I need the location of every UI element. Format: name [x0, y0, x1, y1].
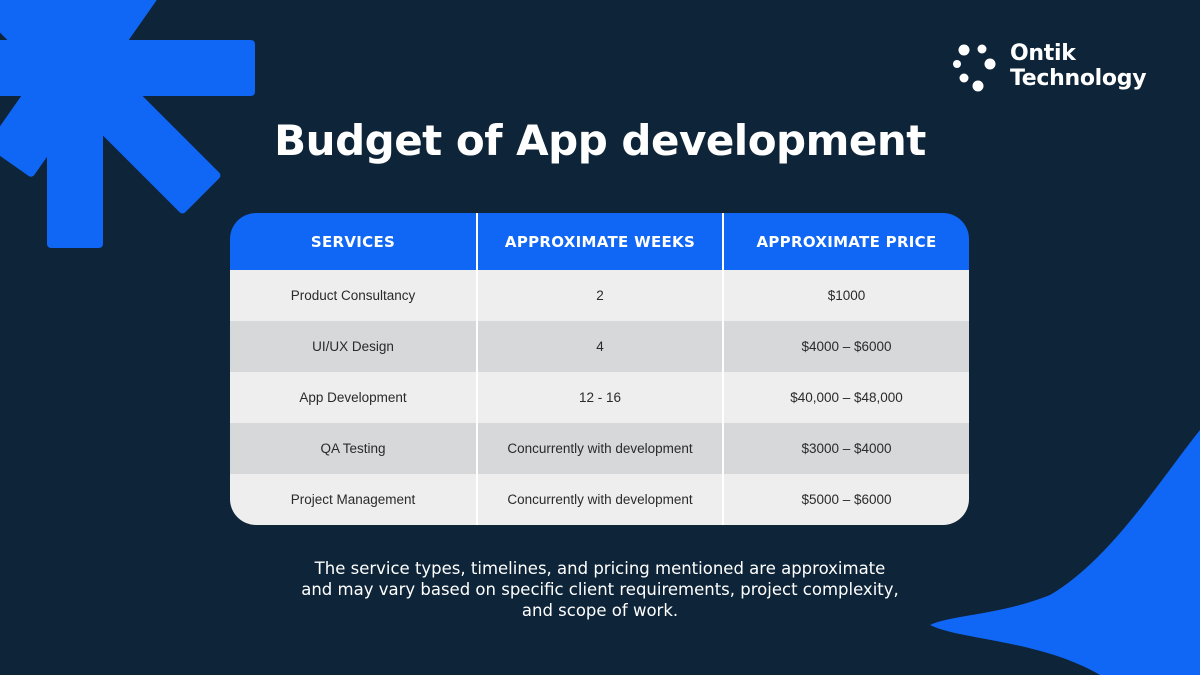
table-row: Project Management Concurrently with dev…	[230, 474, 969, 525]
weeks-cell: 12 - 16	[476, 372, 722, 423]
weeks-cell: Concurrently with development	[476, 423, 722, 474]
header-weeks: APPROXIMATE WEEKS	[476, 213, 722, 270]
price-cell: $1000	[722, 270, 969, 321]
table-header-row: SERVICES APPROXIMATE WEEKS APPROXIMATE P…	[230, 213, 969, 270]
service-cell: Product Consultancy	[290, 288, 416, 303]
price-cell: $40,000 – $48,000	[722, 372, 969, 423]
service-cell: Project Management	[290, 492, 416, 507]
header-services: SERVICES	[310, 232, 396, 251]
table-row: UI/UX Design 4 $4000 – $6000	[230, 321, 969, 372]
disclaimer-line: The service types, timelines, and pricin…	[314, 559, 886, 578]
brand-name-line1: Ontik	[1010, 41, 1076, 66]
brand-name: Ontik Technology	[1010, 41, 1147, 91]
weeks-cell: 2	[476, 270, 722, 321]
weeks-cell: 4	[476, 321, 722, 372]
price-cell: $5000 – $6000	[722, 474, 969, 525]
disclaimer-note: The service types, timelines, and pricin…	[240, 558, 960, 621]
table-row: Product Consultancy 2 $1000	[230, 270, 969, 321]
budget-table: SERVICES APPROXIMATE WEEKS APPROXIMATE P…	[230, 213, 969, 525]
brand-logo: Ontik Technology	[952, 40, 1147, 92]
service-cell: QA Testing	[320, 441, 386, 456]
page-title: Budget of App development	[274, 116, 926, 165]
header-price: APPROXIMATE PRICE	[722, 213, 969, 270]
dots-logo-icon	[953, 44, 996, 92]
brand-name-line2: Technology	[1010, 66, 1147, 91]
price-cell: $3000 – $4000	[722, 423, 969, 474]
corner-wave-shape	[930, 430, 1200, 675]
table-row: App Development 12 - 16 $40,000 – $48,00…	[230, 372, 969, 423]
service-cell: App Development	[299, 390, 407, 405]
service-cell: UI/UX Design	[312, 339, 394, 354]
disclaimer-line: and may vary based on specific client re…	[301, 580, 899, 599]
price-cell: $4000 – $6000	[722, 321, 969, 372]
table-row: QA Testing Concurrently with development…	[230, 423, 969, 474]
asterisk-shape	[0, 0, 255, 248]
disclaimer-line: and scope of work.	[521, 601, 679, 620]
weeks-cell: Concurrently with development	[476, 474, 722, 525]
